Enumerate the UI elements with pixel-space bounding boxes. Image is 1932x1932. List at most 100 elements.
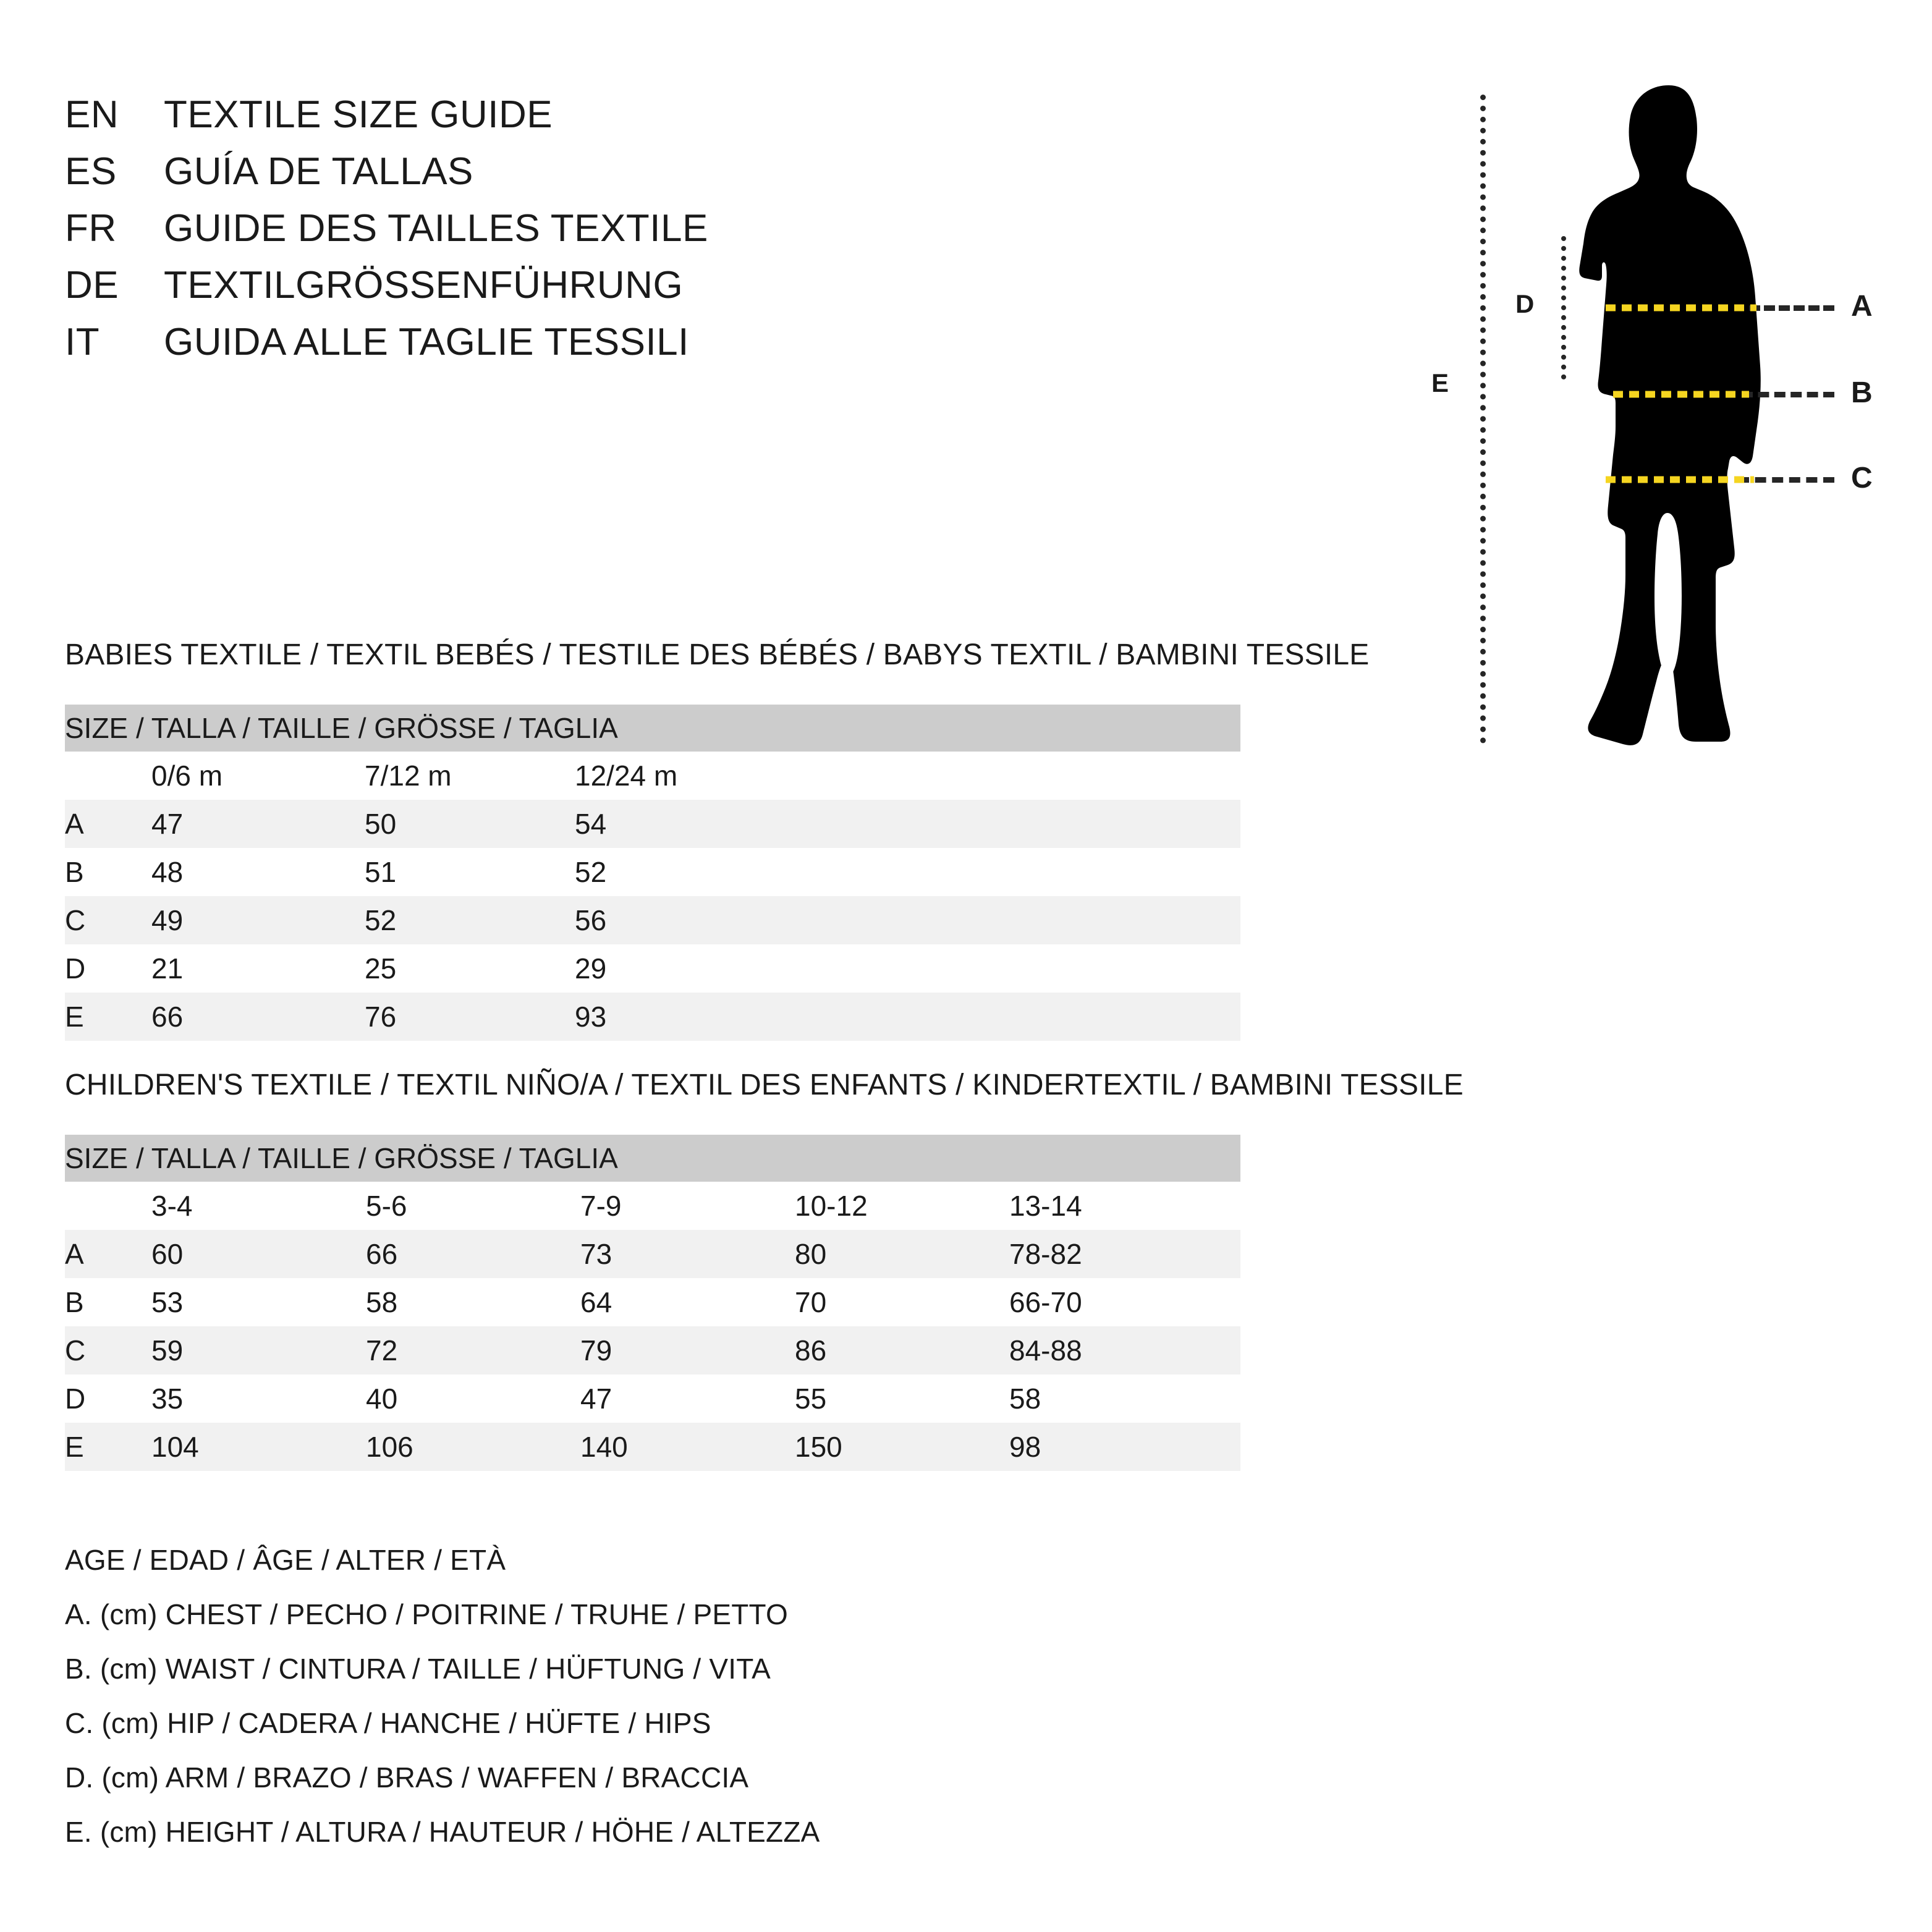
legend-age-line: AGE / EDAD / ÂGE / ALTER / ETÀ (65, 1544, 506, 1576)
babies-cell-b-2: 52 (575, 848, 1240, 896)
babies-row-label-d: D (65, 944, 151, 993)
babies-cell-d-1: 25 (365, 944, 575, 993)
children-colhead-0: 3-4 (151, 1182, 366, 1230)
children-colhead-3: 10-12 (795, 1182, 1009, 1230)
children-section-heading: CHILDREN'S TEXTILE / TEXTIL NIÑO/A / TEX… (65, 1069, 1464, 1101)
babies-cell-a-0: 47 (151, 800, 365, 848)
title-lang-fr: FR (65, 207, 117, 250)
babies-section-heading: BABIES TEXTILE / TEXTIL BEBÉS / TESTILE … (65, 638, 1370, 671)
title-text-de: TEXTILGRÖSSENFÜHRUNG (164, 264, 684, 307)
table-row: B 48 51 52 (65, 848, 1240, 896)
children-row-label-e: E (65, 1423, 151, 1471)
children-cell-b-3: 70 (795, 1278, 1009, 1326)
babies-row-label-e: E (65, 993, 151, 1041)
children-cell-b-4: 66-70 (1009, 1278, 1241, 1326)
diagram-label-a: A (1851, 290, 1873, 323)
children-cell-a-1: 66 (366, 1230, 580, 1278)
leader-line-b (1742, 392, 1834, 397)
babies-cell-c-0: 49 (151, 896, 365, 944)
babies-row-label-b: B (65, 848, 151, 896)
children-size-table: SIZE / TALLA / TAILLE / GRÖSSE / TAGLIA … (65, 1135, 1241, 1471)
babies-row-label-c: C (65, 896, 151, 944)
children-colhead-4: 13-14 (1009, 1182, 1241, 1230)
children-cell-d-1: 40 (366, 1375, 580, 1423)
children-cell-d-3: 55 (795, 1375, 1009, 1423)
babies-colhead-2: 12/24 m (575, 752, 1240, 800)
measurement-lines-group (1606, 304, 1756, 483)
children-row-label-a: A (65, 1230, 151, 1278)
title-text-it: GUIDA ALLE TAGLIE TESSILI (164, 321, 689, 363)
leader-line-a (1749, 305, 1834, 311)
children-cell-c-1: 72 (366, 1326, 580, 1375)
title-lang-en: EN (65, 93, 119, 136)
children-cell-a-0: 60 (151, 1230, 366, 1278)
children-cell-b-1: 58 (366, 1278, 580, 1326)
legend-item-c: C. (cm) HIP / CADERA / HANCHE / HÜFTE / … (65, 1707, 711, 1739)
babies-colhead-0: 0/6 m (151, 752, 365, 800)
silhouette-leg-gap (1654, 513, 1682, 677)
children-colhead-blank (65, 1182, 151, 1230)
arm-guide-line-d (1561, 236, 1566, 379)
children-cell-a-3: 80 (795, 1230, 1009, 1278)
height-guide-line-e (1480, 95, 1486, 744)
babies-cell-b-0: 48 (151, 848, 365, 896)
children-column-headers: 3-4 5-6 7-9 10-12 13-14 (65, 1182, 1241, 1230)
children-cell-c-4: 84-88 (1009, 1326, 1241, 1375)
table-row: C 59 72 79 86 84-88 (65, 1326, 1241, 1375)
children-cell-d-0: 35 (151, 1375, 366, 1423)
children-cell-e-0: 104 (151, 1423, 366, 1471)
legend-item-e: E. (cm) HEIGHT / ALTURA / HAUTEUR / HÖHE… (65, 1816, 820, 1848)
children-cell-c-0: 59 (151, 1326, 366, 1375)
title-text-es: GUÍA DE TALLAS (164, 150, 473, 193)
children-cell-a-4: 78-82 (1009, 1230, 1241, 1278)
diagram-label-e: E (1431, 368, 1449, 397)
diagram-label-c: C (1851, 462, 1873, 494)
title-lang-it: IT (65, 321, 100, 363)
babies-row-label-a: A (65, 800, 151, 848)
children-cell-e-3: 150 (795, 1423, 1009, 1471)
legend-item-a: A. (cm) CHEST / PECHO / POITRINE / TRUHE… (65, 1598, 788, 1630)
children-cell-c-3: 86 (795, 1326, 1009, 1375)
children-cell-d-4: 58 (1009, 1375, 1241, 1423)
children-row-label-c: C (65, 1326, 151, 1375)
children-row-label-b: B (65, 1278, 151, 1326)
diagram-label-d: D (1515, 289, 1535, 318)
table-row: C 49 52 56 (65, 896, 1240, 944)
babies-size-bar-label: SIZE / TALLA / TAILLE / GRÖSSE / TAGLIA (65, 705, 1240, 752)
table-row: E 104 106 140 150 98 (65, 1423, 1241, 1471)
table-row: D 35 40 47 55 58 (65, 1375, 1241, 1423)
babies-cell-b-1: 51 (365, 848, 575, 896)
silhouette-path (1579, 85, 1761, 745)
table-row: D 21 25 29 (65, 944, 1240, 993)
title-row-de: DE TEXTILGRÖSSENFÜHRUNG (65, 263, 1239, 320)
children-row-label-d: D (65, 1375, 151, 1423)
silhouette-body (1579, 85, 1761, 745)
title-text-fr: GUIDE DES TAILLES TEXTILE (164, 207, 708, 250)
children-cell-a-2: 73 (580, 1230, 795, 1278)
babies-column-headers: 0/6 m 7/12 m 12/24 m (65, 752, 1240, 800)
children-colhead-1: 5-6 (366, 1182, 580, 1230)
children-cell-b-0: 53 (151, 1278, 366, 1326)
title-lang-de: DE (65, 264, 119, 307)
title-row-es: ES GUÍA DE TALLAS (65, 150, 1239, 206)
babies-cell-d-2: 29 (575, 944, 1240, 993)
legend-item-d: D. (cm) ARM / BRAZO / BRAS / WAFFEN / BR… (65, 1761, 749, 1794)
leader-line-c (1738, 477, 1834, 483)
title-row-fr: FR GUIDE DES TAILLES TEXTILE (65, 206, 1239, 263)
babies-cell-a-2: 54 (575, 800, 1240, 848)
title-row-it: IT GUIDA ALLE TAGLIE TESSILI (65, 320, 1239, 377)
children-colhead-2: 7-9 (580, 1182, 795, 1230)
title-lang-es: ES (65, 150, 117, 193)
babies-colhead-blank (65, 752, 151, 800)
babies-cell-e-1: 76 (365, 993, 575, 1041)
measurement-legend: AGE / EDAD / ÂGE / ALTER / ETÀ A. (cm) C… (65, 1533, 1239, 1859)
table-row: E 66 76 93 (65, 993, 1240, 1041)
table-row: A 60 66 73 80 78-82 (65, 1230, 1241, 1278)
child-silhouette-icon (1579, 85, 1761, 745)
babies-size-bar: SIZE / TALLA / TAILLE / GRÖSSE / TAGLIA (65, 705, 1240, 752)
table-row: A 47 50 54 (65, 800, 1240, 848)
title-text-en: TEXTILE SIZE GUIDE (164, 93, 553, 136)
babies-cell-c-2: 56 (575, 896, 1240, 944)
legend-item-b: B. (cm) WAIST / CINTURA / TAILLE / HÜFTU… (65, 1653, 771, 1685)
babies-cell-a-1: 50 (365, 800, 575, 848)
